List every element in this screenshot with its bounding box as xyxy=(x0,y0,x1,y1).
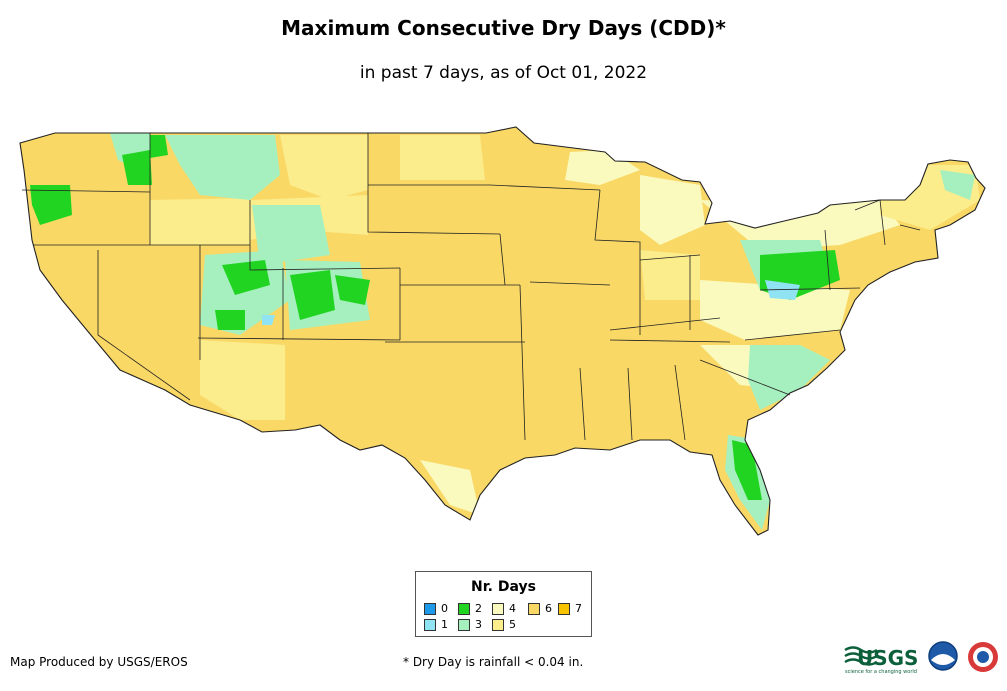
carolina-mint-area xyxy=(748,345,830,410)
legend-swatch xyxy=(424,602,436,615)
west-virginia-cyan-area xyxy=(765,280,800,300)
legend: Nr. Days 0 1 2 3 4 5 6 7 xyxy=(415,571,592,637)
legend-swatch xyxy=(458,618,470,631)
legend-item-6: 6 xyxy=(528,602,552,615)
usgs-logo-tagline: science for a changing world xyxy=(845,669,917,675)
south-texas-pale-area xyxy=(420,460,480,515)
noaa-logo-icon xyxy=(928,641,958,671)
wyoming-mint-area xyxy=(252,205,330,265)
colorado-west-green-area xyxy=(290,270,335,320)
legend-label: 3 xyxy=(475,618,482,631)
arizona-light-area xyxy=(200,340,285,420)
legend-swatch xyxy=(558,602,570,615)
legend-swatch xyxy=(458,602,470,615)
agency-logos: USGS science for a changing world xyxy=(844,641,998,675)
legend-swatch xyxy=(528,602,540,615)
virginia-pale-area xyxy=(700,280,850,340)
utah-cyan-area xyxy=(262,315,275,325)
state-borders xyxy=(21,133,921,441)
legend-label: 7 xyxy=(575,602,582,615)
legend-swatch xyxy=(424,618,436,631)
legend-item-7: 7 xyxy=(558,602,582,615)
legend-label: 0 xyxy=(441,602,448,615)
footnote-text: * Dry Day is rainfall < 0.04 in. xyxy=(403,655,584,669)
idaho-light-area xyxy=(150,198,250,245)
legend-item-4: 4 xyxy=(492,602,516,615)
map-subtitle: in past 7 days, as of Oct 01, 2022 xyxy=(359,63,648,83)
idaho-montana-mint-area xyxy=(165,135,280,200)
florida-green-area xyxy=(732,440,762,500)
legend-swatch xyxy=(492,602,504,615)
michigan-pale-area xyxy=(640,175,705,245)
colorado-east-green-area xyxy=(335,275,370,305)
ohio-light-area xyxy=(640,250,700,300)
legend-label: 1 xyxy=(441,618,448,631)
oregon-coast-green-area xyxy=(30,185,72,225)
usgs-logo-icon: USGS science for a changing world xyxy=(844,646,918,675)
utah-south-green-area xyxy=(215,310,245,330)
washington-green-area xyxy=(122,150,152,185)
idaho-green-area xyxy=(150,135,168,158)
legend-item-0: 0 xyxy=(424,602,448,615)
legend-label: 4 xyxy=(509,602,516,615)
north-dakota-light-area xyxy=(400,135,485,180)
legend-item-5: 5 xyxy=(492,618,516,631)
utah-green-area xyxy=(222,260,270,295)
legend-swatch xyxy=(492,618,504,631)
us-outline xyxy=(19,126,986,536)
legend-label: 5 xyxy=(509,618,516,631)
credit-text: Map Produced by USGS/EROS xyxy=(10,655,188,669)
legend-item-1: 1 xyxy=(424,618,448,631)
legend-item-2: 2 xyxy=(458,602,482,615)
legend-label: 6 xyxy=(545,602,552,615)
legend-label: 2 xyxy=(475,602,482,615)
montana-light-area xyxy=(280,135,368,200)
nws-logo-icon xyxy=(968,642,998,672)
maine-mint-area xyxy=(940,170,975,200)
legend-item-3: 3 xyxy=(458,618,482,631)
usgs-logo-text: USGS xyxy=(857,646,918,670)
legend-title: Nr. Days xyxy=(471,579,536,595)
map-title: Maximum Consecutive Dry Days (CDD)* xyxy=(281,16,726,40)
